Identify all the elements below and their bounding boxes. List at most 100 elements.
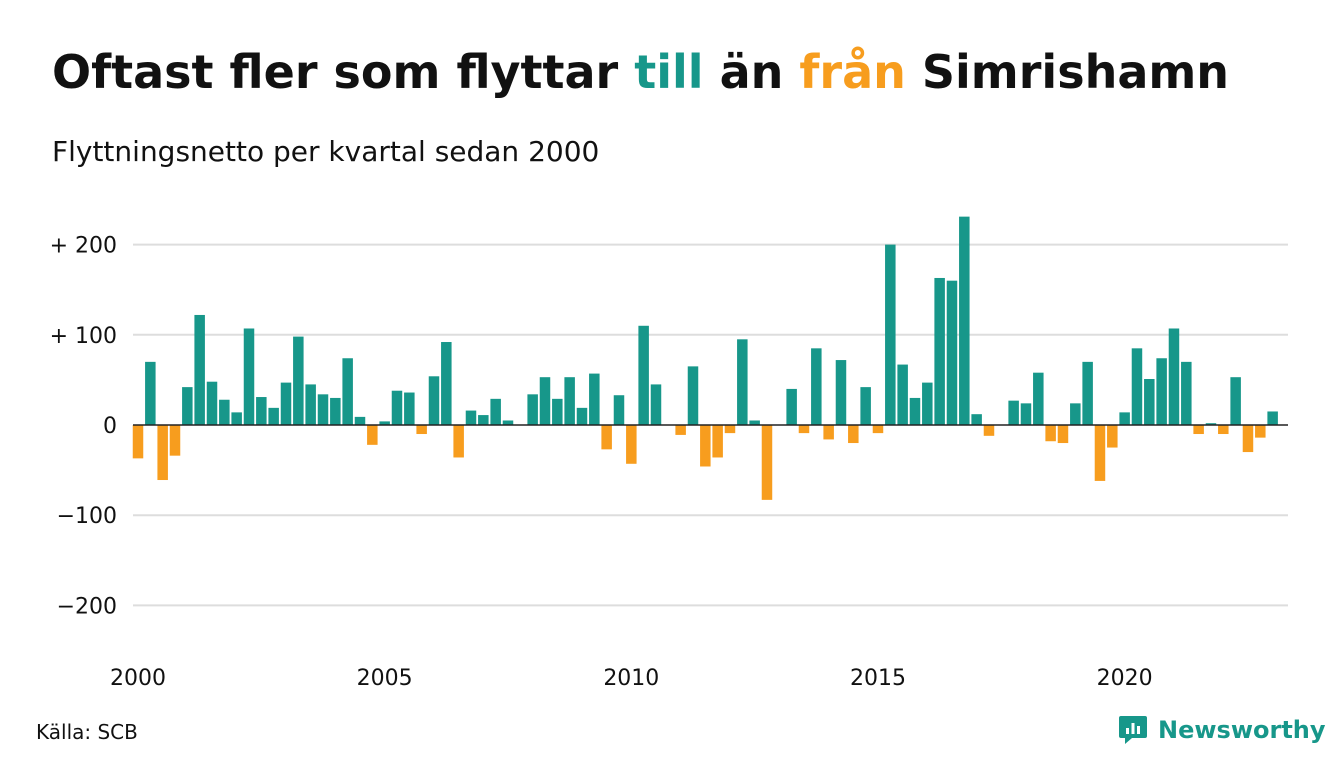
y-tick-label: −100 <box>57 504 117 529</box>
title-till: till <box>634 45 704 99</box>
bar <box>971 414 982 425</box>
bar <box>1267 411 1278 425</box>
bar <box>1094 425 1106 481</box>
bar <box>626 425 637 464</box>
bar <box>293 336 304 425</box>
bar <box>1218 425 1229 435</box>
bar <box>1033 372 1044 425</box>
bar <box>490 398 501 425</box>
bar <box>342 358 353 425</box>
bar <box>798 425 810 434</box>
bar <box>194 314 205 425</box>
title-part-1: Oftast fler som flyttar <box>52 45 635 99</box>
logo-text: Newsworthy <box>1158 716 1326 744</box>
bar <box>1205 423 1217 425</box>
bar <box>182 387 193 425</box>
bar <box>922 382 933 425</box>
bar <box>502 420 514 425</box>
bar <box>527 394 538 425</box>
bar <box>959 216 970 425</box>
bar <box>206 381 218 425</box>
bar <box>909 397 921 425</box>
bar <box>441 342 452 425</box>
bar <box>367 425 378 445</box>
bar <box>589 373 600 425</box>
bar <box>749 420 760 425</box>
title-part-3: än <box>703 45 800 99</box>
bar <box>391 390 403 425</box>
bar <box>145 361 156 425</box>
x-tick-label: 2020 <box>1097 666 1153 691</box>
bar <box>268 407 279 425</box>
bar <box>478 415 489 425</box>
bar <box>330 397 341 425</box>
bar <box>132 425 144 459</box>
bar <box>946 280 958 425</box>
bar <box>872 425 884 434</box>
bar <box>1008 400 1019 425</box>
chart-subtitle: Flyttningsnetto per kvartal sedan 2000 <box>52 135 600 168</box>
bar <box>539 377 551 425</box>
bar <box>243 328 255 425</box>
bar <box>1045 425 1056 442</box>
bar <box>823 425 834 440</box>
x-tick-label: 2005 <box>357 666 413 691</box>
bar <box>1242 425 1254 453</box>
bar <box>712 425 723 458</box>
bar <box>317 394 329 425</box>
bar <box>613 395 625 425</box>
bar <box>1168 328 1180 425</box>
bar <box>601 425 612 450</box>
bar <box>1107 425 1118 448</box>
bar <box>761 425 773 500</box>
bar <box>737 339 748 425</box>
x-tick-label: 2015 <box>850 666 906 691</box>
newsworthy-logo-icon <box>1119 716 1147 744</box>
bar <box>1070 403 1081 425</box>
y-tick-label: + 200 <box>50 234 117 259</box>
bar <box>1057 425 1069 444</box>
bar <box>835 360 847 425</box>
bar <box>1020 403 1032 425</box>
bar <box>811 348 822 425</box>
bar <box>564 377 575 425</box>
bar <box>354 416 366 425</box>
title-part-5: Simrishamn <box>905 45 1230 99</box>
bar <box>428 376 440 425</box>
bar <box>1082 361 1093 425</box>
bar <box>1181 361 1192 425</box>
bar <box>465 410 477 425</box>
x-tick-label: 2010 <box>603 666 659 691</box>
bar <box>860 387 871 425</box>
y-tick-label: −200 <box>57 594 117 619</box>
bar <box>885 244 896 425</box>
title-fran: från <box>799 45 906 99</box>
bar <box>1131 348 1143 425</box>
bar <box>786 388 797 425</box>
bar <box>552 398 563 425</box>
bar <box>1193 425 1204 435</box>
newsworthy-logo: Newsworthy <box>1118 714 1326 746</box>
bar <box>1255 425 1266 438</box>
bar <box>897 364 908 425</box>
chart-title: Oftast fler som flyttar till än från Sim… <box>52 40 1229 104</box>
bar <box>687 366 699 425</box>
bar <box>650 384 662 425</box>
bar <box>453 425 464 458</box>
bar <box>1230 377 1241 425</box>
bar <box>157 425 168 481</box>
bar <box>305 384 316 425</box>
bar <box>848 425 859 444</box>
bars <box>132 216 1288 500</box>
y-tick-label: + 100 <box>50 324 117 349</box>
bar <box>280 382 292 425</box>
bar <box>169 425 181 456</box>
bar <box>700 425 711 467</box>
bar <box>1156 358 1167 425</box>
bar <box>724 425 736 434</box>
bar <box>675 425 686 435</box>
bar <box>1144 379 1155 425</box>
bar <box>1119 412 1130 425</box>
bar <box>638 325 649 425</box>
x-axis-labels: 2000 2005 2010 2015 2020 <box>110 666 1153 691</box>
